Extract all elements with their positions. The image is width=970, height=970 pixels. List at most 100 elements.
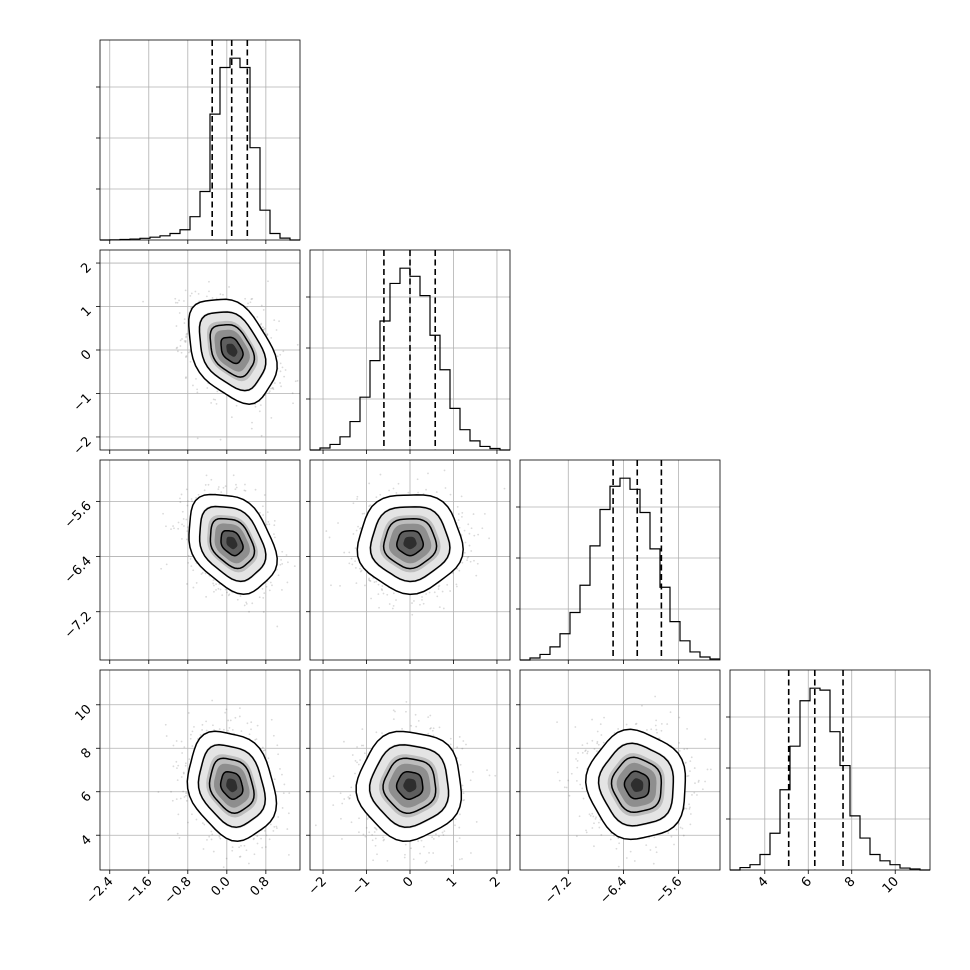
scatter-point (360, 744, 363, 747)
scatter-point (215, 588, 217, 591)
scatter-point (201, 723, 204, 726)
scatter-point (301, 556, 303, 558)
scatter-point (427, 472, 429, 475)
scatter-point (282, 792, 285, 795)
scatter-point (417, 840, 420, 843)
scatter-point (675, 828, 678, 831)
scatter-point (190, 733, 192, 736)
scatter-point (374, 837, 377, 840)
scatter-point (283, 375, 286, 378)
scatter-point (373, 581, 376, 583)
scatter-point (567, 779, 570, 782)
y-tick-label: −6.4 (62, 554, 95, 587)
scatter-point (184, 762, 187, 765)
scatter-point (475, 821, 478, 823)
scatter-point (458, 736, 461, 738)
contour-line-3 (623, 770, 651, 800)
scatter-point (462, 792, 465, 795)
scatter-point (449, 737, 452, 740)
scatter-point (273, 825, 276, 828)
scatter-point (238, 715, 241, 718)
y-tick-label: 1 (78, 304, 94, 320)
scatter-point (206, 387, 209, 389)
scatter-point (172, 744, 175, 747)
scatter-point (592, 815, 595, 818)
scatter-point (339, 792, 342, 795)
scatter-point (182, 518, 185, 520)
scatter-point (591, 739, 594, 742)
scatter-point (563, 786, 566, 789)
scatter-point (185, 335, 188, 338)
scatter-point (357, 763, 360, 766)
scatter-point (395, 599, 397, 601)
scatter-point (355, 529, 358, 532)
scatter-point (273, 382, 276, 384)
scatter-point (210, 478, 213, 481)
histogram-step (100, 57, 300, 241)
scatter-point (350, 786, 353, 789)
scatter-point (648, 836, 651, 839)
scatter-point (185, 488, 188, 491)
scatter-point (192, 384, 194, 387)
contour-line-2 (208, 757, 255, 815)
y-tick-label: 8 (78, 745, 94, 761)
scatter-point (280, 559, 282, 561)
scatter-point (287, 853, 290, 856)
scatter-point (477, 533, 480, 536)
scatter-point (175, 347, 178, 350)
contour-line-2 (382, 518, 438, 570)
scatter-point (210, 830, 213, 833)
scatter-point (386, 593, 389, 596)
y-tick-label: 0 (78, 347, 94, 363)
scatter-point (184, 764, 187, 767)
scatter-point (556, 771, 559, 774)
scatter-point (176, 767, 178, 770)
scatter-point (190, 292, 193, 295)
scatter-point (244, 483, 246, 486)
histogram-panel-2 (516, 459, 721, 664)
scatter-point (268, 523, 271, 526)
scatter-point (430, 727, 432, 729)
scatter-point (461, 747, 464, 750)
scatter-point (268, 838, 271, 841)
scatter-point (361, 728, 364, 731)
scatter-point (203, 489, 206, 492)
scatter-point (655, 728, 658, 731)
scatter-point (328, 777, 331, 780)
scatter-point (473, 559, 475, 562)
scatter-point (186, 791, 189, 794)
panel-frame (729, 669, 931, 871)
scatter-point (625, 723, 628, 726)
y-tick-label: 6 (78, 789, 94, 805)
scatter-point (314, 824, 317, 827)
scatter-point (273, 524, 276, 527)
scatter-point (388, 603, 391, 605)
scatter-point (417, 719, 420, 722)
scatter-point (472, 513, 475, 515)
scatter-point (432, 734, 435, 737)
scatter-point (189, 295, 192, 297)
scatter-point (410, 847, 412, 850)
scatter-point (270, 336, 273, 339)
scatter-point (256, 835, 259, 837)
scatter-point (248, 610, 250, 613)
scatter-point (222, 293, 224, 296)
scatter-point (182, 790, 185, 793)
scatter-point (383, 838, 386, 841)
scatter-point (222, 486, 225, 489)
scatter-point (653, 836, 656, 839)
scatter-point (581, 787, 584, 790)
scatter-point (259, 323, 262, 326)
scatter-point (281, 366, 284, 369)
scatter-point (171, 799, 174, 802)
scatter-point (689, 823, 692, 826)
scatter-point (269, 581, 272, 584)
scatter-point (235, 483, 237, 486)
scatter-point (178, 312, 181, 314)
scatter-point (449, 590, 452, 592)
scatter-point (589, 814, 592, 817)
scatter-point (243, 844, 246, 847)
scatter-point (180, 776, 183, 778)
scatter-point (187, 712, 190, 714)
scatter-point (261, 846, 264, 849)
